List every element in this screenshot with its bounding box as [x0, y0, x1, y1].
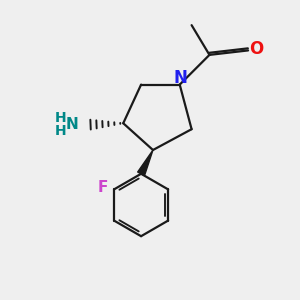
- Text: O: O: [249, 40, 263, 58]
- Text: H: H: [55, 124, 67, 138]
- Text: N: N: [173, 69, 187, 87]
- Text: N: N: [66, 117, 79, 132]
- Text: H: H: [55, 111, 67, 125]
- Text: F: F: [98, 180, 108, 195]
- Polygon shape: [138, 150, 153, 176]
